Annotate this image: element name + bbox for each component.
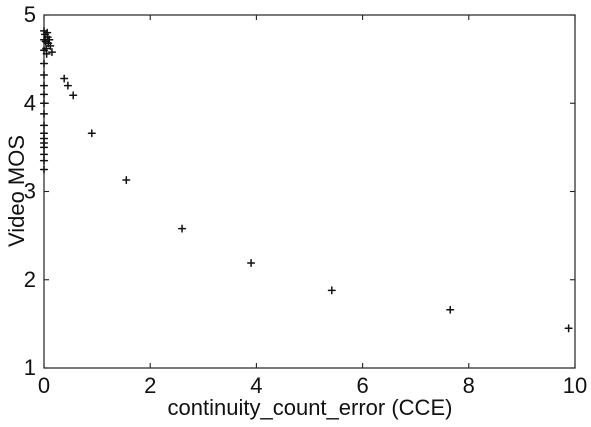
data-point	[247, 258, 256, 268]
data-point	[39, 150, 49, 159]
data-point	[39, 70, 49, 80]
y-tick-label: 4	[24, 90, 36, 115]
x-tick-label: 8	[463, 373, 475, 398]
y-tick-label: 3	[24, 179, 36, 204]
x-ticks: 0 2 4 6 8 10	[38, 15, 587, 398]
data-point	[564, 324, 573, 333]
data-point	[46, 41, 55, 50]
x-tick-label: 6	[356, 373, 368, 398]
data-point	[39, 99, 49, 108]
x-tick-label: 0	[38, 373, 50, 398]
data-point	[39, 129, 49, 138]
data-point	[39, 165, 49, 174]
data-point	[47, 48, 57, 57]
data-point	[42, 49, 51, 58]
data-point	[63, 81, 72, 90]
data-point	[39, 109, 49, 118]
y-axis-label: Video MOS	[4, 135, 29, 247]
y-tick-label: 2	[24, 267, 36, 292]
y-tick-label: 5	[24, 2, 36, 27]
x-tick-label: 2	[144, 373, 156, 398]
data-points	[39, 26, 573, 333]
y-tick-label: 1	[24, 355, 36, 380]
data-point	[327, 286, 336, 295]
data-point	[39, 121, 49, 130]
x-axis-label: continuity_count_error (CCE)	[168, 395, 453, 420]
data-point	[39, 59, 49, 68]
data-point	[60, 74, 69, 83]
data-point	[122, 175, 131, 185]
data-point	[446, 305, 455, 314]
data-point	[39, 81, 49, 90]
x-tick-label: 4	[250, 373, 262, 398]
data-point	[69, 91, 78, 100]
data-point	[39, 90, 49, 99]
x-tick-label: 10	[563, 373, 587, 398]
data-point	[45, 35, 54, 44]
data-point	[178, 224, 187, 233]
data-point	[87, 129, 96, 138]
